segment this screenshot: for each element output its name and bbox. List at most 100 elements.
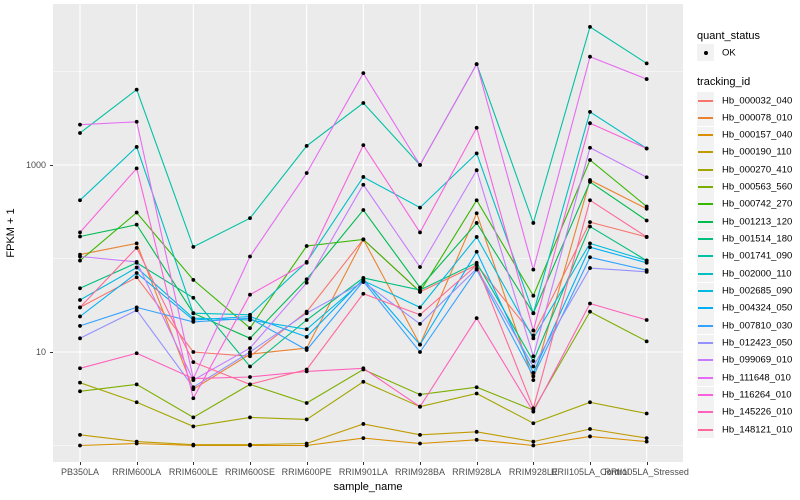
legend-key-Hb_002000_110 — [697, 265, 714, 283]
legend-line-icon — [698, 99, 713, 102]
data-point — [531, 311, 536, 316]
x-tick-mark — [80, 462, 81, 465]
legend-label: Hb_001213_120 — [722, 216, 793, 228]
legend-label-quant-status-ok: OK — [722, 47, 736, 58]
data-point — [418, 163, 422, 167]
legend-label: Hb_145226_010 — [722, 406, 793, 418]
data-point — [474, 437, 479, 442]
data-point — [361, 436, 366, 440]
data-point — [644, 175, 649, 180]
data-point — [644, 269, 649, 274]
x-tick-label: RRIM901LA — [338, 467, 388, 477]
data-point — [418, 265, 422, 269]
plot-panel — [53, 4, 683, 462]
legend-key-Hb_000032_040 — [697, 92, 714, 109]
data-point — [304, 401, 309, 405]
data-point — [248, 415, 252, 420]
x-tick-label: RRIM600LA — [112, 467, 162, 477]
legend-line-icon — [698, 134, 713, 137]
legend-label: Hb_111648_010 — [722, 372, 791, 384]
data-point — [78, 389, 82, 394]
data-point — [474, 235, 479, 239]
data-point — [474, 263, 479, 267]
data-point — [644, 339, 649, 344]
legend-label: Hb_000157_040 — [722, 129, 793, 141]
data-point — [248, 254, 252, 259]
data-point — [191, 295, 196, 300]
data-point — [248, 364, 252, 369]
data-point — [134, 305, 139, 310]
legend-key-Hb_001741_090 — [697, 247, 714, 265]
data-point — [474, 385, 479, 390]
legend-key-Hb_111648_010 — [697, 369, 714, 387]
x-tick-mark — [646, 462, 648, 465]
legend-label: Hb_000190_110 — [722, 146, 792, 158]
data-point — [644, 146, 649, 151]
data-point — [474, 151, 479, 156]
data-point — [78, 230, 82, 235]
legend-key-Hb_001514_180 — [697, 230, 714, 248]
legend-key-Hb_099069_010 — [697, 351, 714, 369]
data-point — [474, 62, 479, 66]
legend-key-Hb_007810_030 — [697, 317, 714, 335]
data-point — [191, 360, 196, 364]
data-point — [361, 379, 366, 384]
data-point — [531, 421, 536, 426]
legend-line-icon — [698, 255, 713, 258]
data-point — [531, 378, 536, 383]
data-point — [361, 182, 366, 187]
data-point — [644, 260, 649, 265]
data-point — [134, 259, 139, 264]
legend-line-icon — [698, 428, 713, 431]
data-point — [588, 434, 592, 439]
x-tick-mark — [136, 462, 138, 465]
y-tick-mark — [50, 165, 53, 166]
x-tick-label: RRII105LA_Control — [550, 467, 630, 477]
data-point — [644, 77, 649, 81]
data-point — [304, 367, 309, 372]
data-point — [531, 364, 536, 369]
data-point — [304, 335, 309, 339]
data-point — [418, 392, 422, 397]
x-tick-label: PB350LA — [60, 467, 100, 477]
data-point — [644, 318, 649, 322]
data-point — [588, 224, 592, 229]
data-point — [304, 244, 309, 248]
data-point — [78, 366, 82, 371]
data-point — [588, 301, 592, 306]
legend-label: Hb_007810_030 — [722, 320, 793, 332]
x-tick-label: RRIM600SE — [224, 467, 276, 477]
data-point — [531, 374, 536, 379]
data-point — [78, 254, 82, 259]
legend-key-quant-status-ok — [697, 44, 714, 61]
data-point — [474, 221, 479, 225]
data-point — [78, 305, 82, 310]
x-tick-label: RRIM600LE — [168, 467, 218, 477]
data-point — [304, 327, 309, 332]
legend-label: Hb_116264_010 — [722, 389, 792, 401]
data-point — [588, 109, 592, 114]
legend-title-quant-status: quant_status — [697, 30, 760, 42]
x-tick-mark — [590, 462, 591, 465]
x-tick-label: RRIM600PE — [281, 467, 332, 477]
legend-key-Hb_145226_010 — [697, 403, 714, 421]
data-point — [248, 350, 252, 354]
legend-key-Hb_000742_270 — [697, 195, 714, 213]
data-point — [134, 222, 139, 227]
data-point — [644, 436, 649, 440]
data-point — [248, 336, 252, 341]
data-point — [78, 131, 82, 135]
data-point — [134, 87, 139, 92]
data-point — [418, 312, 422, 317]
data-point — [78, 298, 82, 302]
data-point — [191, 376, 196, 381]
data-point — [248, 292, 252, 297]
data-point — [191, 245, 196, 249]
x-tick-mark — [420, 462, 421, 465]
data-point — [134, 382, 139, 387]
data-point — [191, 350, 196, 354]
x-tick-mark — [250, 462, 251, 465]
data-point — [361, 143, 366, 148]
data-point — [418, 305, 422, 310]
data-point — [531, 359, 536, 363]
